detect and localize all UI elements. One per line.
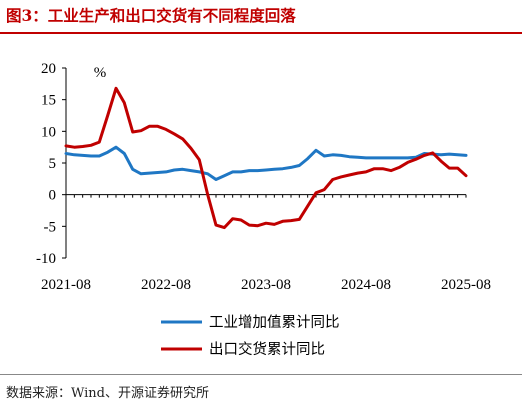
y-tick-label: 0 (49, 188, 57, 204)
x-tick-label: 2024-08 (341, 277, 391, 293)
series-line-1 (64, 145, 468, 181)
x-tick-label: 2023-08 (241, 277, 291, 293)
legend-label-2: 出口交货累计同比 (209, 340, 325, 358)
x-tick-label: 2021-08 (41, 277, 91, 293)
y-tick-label: 5 (49, 156, 57, 172)
y-tick-label: -5 (44, 219, 57, 235)
x-tick-label: 2025-08 (441, 277, 491, 293)
chart-series (64, 86, 468, 230)
series-line-2 (64, 86, 468, 230)
line-chart: 20 15 10 5 0 -5 -10% 2021-08 2022-08 2023-08 2024-… (36, 61, 491, 358)
title-divider (0, 32, 522, 34)
footer-divider (0, 374, 522, 375)
chart-axes: 20 15 10 5 0 -5 -10% 2021-08 2022-08 2023-08 2024-… (36, 61, 491, 293)
chart-title: 图3：工业生产和出口交货有不同程度回落 (6, 6, 296, 25)
y-unit-label: % (94, 65, 107, 81)
y-tick-label: 10 (41, 124, 56, 140)
legend-label-1: 工业增加值累计同比 (209, 314, 340, 331)
source-note: 数据来源：Wind、开源证券研究所 (6, 386, 209, 401)
x-tick-label: 2022-08 (141, 277, 191, 293)
y-tick-label: -10 (36, 251, 56, 267)
y-tick-label: 20 (41, 61, 56, 77)
y-tick-label: 15 (41, 93, 56, 109)
